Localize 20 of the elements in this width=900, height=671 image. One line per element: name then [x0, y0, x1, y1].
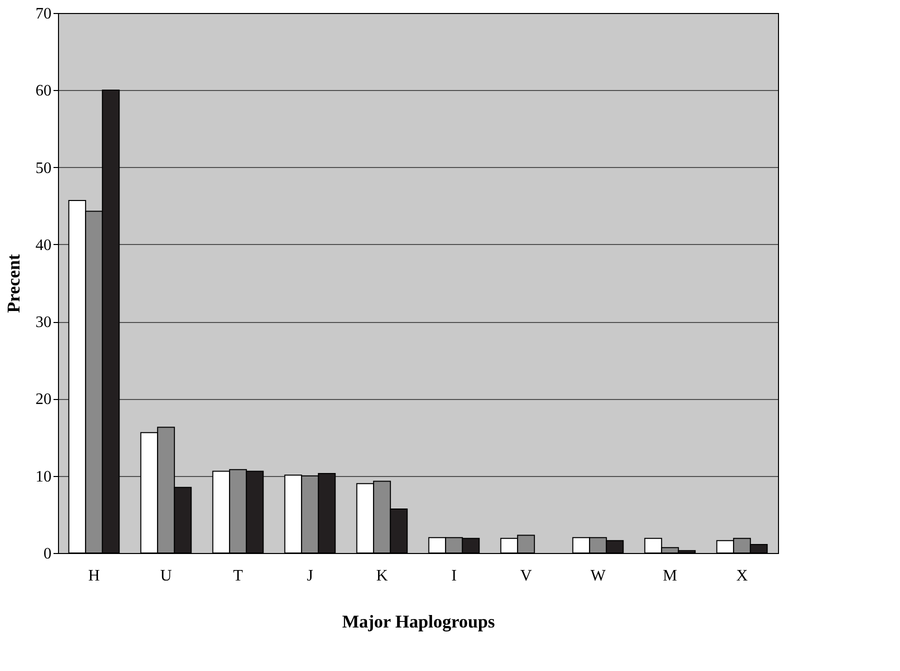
x-tick-label: T — [233, 568, 244, 584]
x-tick-label: X — [736, 568, 748, 584]
y-axis-title: Precent — [4, 254, 24, 313]
y-tick-label: 20 — [36, 391, 52, 408]
y-tick-label: 40 — [36, 236, 52, 254]
x-tick-label: H — [88, 568, 100, 584]
x-tick-label: V — [520, 568, 532, 584]
y-tick-label: 60 — [36, 82, 52, 100]
y-tick-label: 50 — [36, 160, 52, 177]
x-tick-label: M — [662, 568, 678, 584]
y-tick-label: 0 — [44, 546, 52, 562]
x-tick-label: W — [590, 568, 606, 584]
x-tick-label: I — [451, 568, 457, 584]
x-axis-title: Major Haplogroups — [342, 612, 495, 632]
x-tick-label: U — [160, 568, 172, 584]
y-tick-label: 10 — [36, 468, 52, 486]
x-tick-label: K — [376, 568, 388, 584]
x-tick-label: J — [306, 568, 314, 584]
y-tick-label: 30 — [36, 314, 52, 332]
y-tick-label: 70 — [36, 6, 52, 22]
